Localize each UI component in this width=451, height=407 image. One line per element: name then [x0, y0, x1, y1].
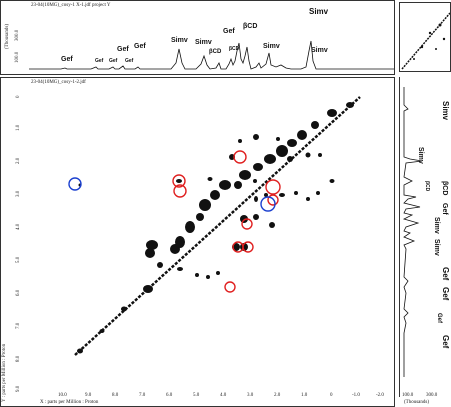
red-circle-markers — [172, 150, 281, 293]
x-tick-label: 10.0 — [58, 393, 67, 398]
right-peak-label: Simv — [441, 101, 450, 121]
top-peak-label: Simv — [171, 37, 188, 44]
top-peak-label: Simv — [195, 39, 212, 46]
x-tick-label: 0 — [330, 393, 333, 398]
right-peak-label: Simv — [417, 147, 424, 164]
diagonal-line — [74, 96, 361, 356]
top-panel-title: 23-04(10MG)_cosy-1 X-1.jdf project Y — [31, 3, 111, 8]
right-peak-label: Gef — [436, 313, 442, 324]
x-tick-label: 2.0 — [274, 393, 281, 398]
top-peak-label: Gef — [95, 58, 104, 64]
top-spectrum-trace — [29, 40, 394, 70]
right-xlabel: (Thousands) — [404, 400, 429, 405]
x-tick-label: 3.0 — [247, 393, 254, 398]
top-peak-label: Gef — [109, 58, 118, 64]
top-projection-panel: 23-04(10MG)_cosy-1 X-1.jdf project Y (Th… — [0, 0, 395, 75]
right-projection-panel: Simv Simv βCD βCD Gef Simv Simv Gef Gef … — [399, 77, 451, 405]
top-peak-label: Gef — [134, 43, 146, 50]
top-peak-label: Gef — [125, 58, 134, 64]
x-tick-label: 6.0 — [166, 393, 173, 398]
x-axis-label: X : parts per Million : Proton — [40, 400, 99, 405]
x-tick-label: -2.0 — [376, 393, 384, 398]
x-tick-label: 4.0 — [220, 393, 227, 398]
x-tick-label: 5.0 — [193, 393, 200, 398]
main-panel-title: 23-04(10MG)_cosy-1-2.jdf — [31, 80, 86, 85]
right-peak-label: βCD — [424, 181, 430, 192]
top-peak-label: Gef — [61, 56, 73, 63]
right-peak-label: Simv — [433, 217, 440, 234]
top-peak-label: βCD — [243, 23, 258, 30]
top-peak-label: Gef — [223, 28, 235, 35]
right-xtick-label: 300.0 — [426, 393, 438, 398]
top-peak-label: βCD — [229, 46, 240, 52]
top-peak-label: Simv — [309, 7, 329, 16]
right-xtick-label: 100.0 — [402, 393, 414, 398]
overview-thumbnail[interactable] — [399, 2, 451, 72]
x-tick-label: 1.0 — [301, 393, 308, 398]
right-peak-label: Gef — [441, 267, 450, 281]
cosy-contour-plot — [68, 96, 361, 356]
right-peak-label: βCD — [441, 181, 448, 196]
overview-thumbnail-plot — [401, 12, 450, 70]
x-tick-label: 7.0 — [139, 393, 146, 398]
x-tick-label: -1.0 — [352, 393, 360, 398]
top-peak-label: Gef — [117, 46, 129, 53]
top-peak-label: βCD — [209, 49, 222, 55]
right-peak-label: Gef — [441, 287, 450, 301]
right-peak-label: Simv — [433, 239, 440, 256]
top-peak-label: Simv — [263, 43, 280, 50]
right-peak-label: Gef — [441, 203, 448, 215]
right-spectrum-trace — [402, 87, 423, 377]
x-tick-label: 8.0 — [112, 393, 119, 398]
x-tick-label: 9.0 — [85, 393, 92, 398]
right-peak-label: Gef — [441, 335, 450, 349]
blue-circle-markers — [68, 177, 276, 212]
top-peak-label: Simv — [311, 47, 328, 54]
